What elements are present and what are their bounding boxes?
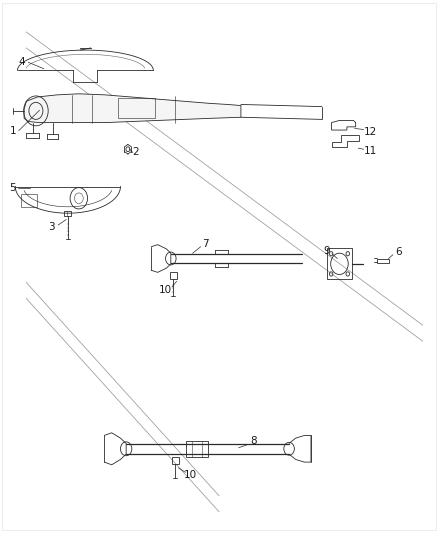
Polygon shape (24, 94, 241, 123)
Bar (64, 211, 71, 216)
Bar (172, 457, 179, 464)
Bar (186, 441, 208, 457)
Text: 12: 12 (364, 127, 377, 136)
Text: 6: 6 (395, 247, 402, 256)
Bar (21, 194, 37, 207)
Text: 9: 9 (323, 246, 330, 255)
Text: 1: 1 (10, 126, 17, 135)
Text: 10: 10 (184, 471, 197, 480)
Text: 7: 7 (201, 239, 208, 248)
Text: 4: 4 (18, 58, 25, 67)
Text: 8: 8 (251, 437, 258, 446)
Bar (377, 259, 389, 263)
Bar (170, 272, 177, 279)
Text: 2: 2 (132, 148, 139, 157)
Text: 5: 5 (9, 183, 16, 192)
Bar (118, 98, 155, 118)
Text: 10: 10 (159, 286, 172, 295)
Bar (327, 248, 352, 279)
Text: 3: 3 (48, 222, 55, 232)
Text: 11: 11 (364, 147, 377, 156)
